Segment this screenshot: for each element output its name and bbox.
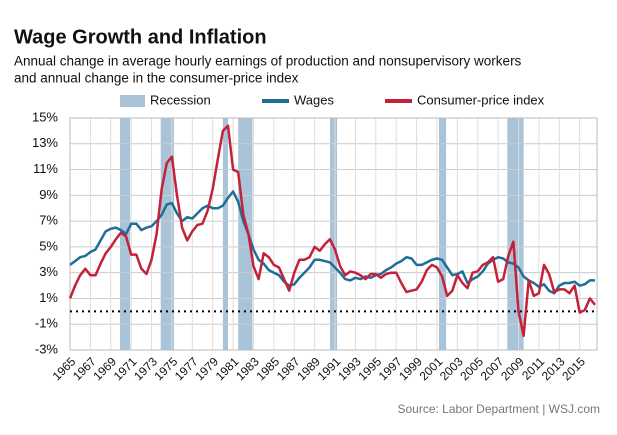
recession-band [439, 118, 447, 350]
chart-subtitle: Annual change in average hourly earnings… [14, 54, 522, 69]
recession-band [222, 118, 228, 350]
y-tick-label: 5% [39, 238, 58, 253]
source-note: Source: Labor Department | WSJ.com [397, 402, 600, 416]
y-tick-label: -1% [35, 316, 59, 331]
legend-label: Wages [294, 92, 334, 107]
y-tick-label: 3% [39, 264, 58, 279]
legend-label: Recession [150, 92, 211, 107]
x-tick-label: 2015 [559, 354, 588, 383]
y-tick-label: 11% [33, 161, 58, 176]
y-tick-label: 15% [32, 109, 58, 124]
y-tick-label: 7% [39, 213, 58, 228]
y-tick-label: 1% [39, 290, 58, 305]
recession-band [329, 118, 338, 350]
legend-swatch [120, 95, 145, 107]
recession-band [507, 118, 524, 350]
y-tick-label: 9% [39, 187, 58, 202]
chart-subtitle: and annual change in the consumer-price … [14, 71, 299, 86]
plot-frame [69, 117, 598, 351]
y-tick-label: -3% [35, 341, 59, 356]
series-line [68, 124, 596, 338]
legend-label: Consumer-price index [417, 92, 545, 107]
chart-title: Wage Growth and Inflation [14, 26, 267, 48]
y-tick-label: 13% [32, 135, 58, 150]
recession-band [238, 118, 253, 350]
